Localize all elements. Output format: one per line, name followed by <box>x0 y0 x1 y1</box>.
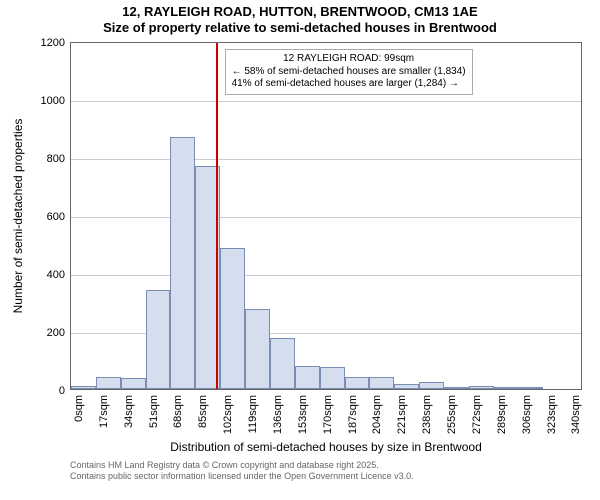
histogram-bar <box>96 377 121 389</box>
histogram-bar <box>295 366 320 389</box>
x-axis-label: Distribution of semi-detached houses by … <box>170 440 482 454</box>
y-tick-label: 400 <box>47 269 71 281</box>
x-tick-label: 170sqm <box>322 395 334 434</box>
attribution-text: Contains HM Land Registry data © Crown c… <box>70 460 414 483</box>
x-tick-label: 34sqm <box>123 395 135 428</box>
x-tick-label: 17sqm <box>98 395 110 428</box>
x-tick-label: 85sqm <box>197 395 209 428</box>
y-tick-label: 600 <box>47 211 71 223</box>
gridline-h <box>71 275 581 276</box>
y-tick-label: 1200 <box>41 37 71 49</box>
histogram-bar <box>494 387 519 389</box>
x-tick-label: 306sqm <box>521 395 533 434</box>
reference-line <box>216 43 218 389</box>
histogram-bar <box>220 248 245 389</box>
x-tick-label: 187sqm <box>347 395 359 434</box>
histogram-bar <box>71 386 96 389</box>
histogram-bar <box>444 387 469 389</box>
x-tick-label: 0sqm <box>73 395 85 422</box>
histogram-bar <box>146 290 171 389</box>
attribution-line-2: Contains public sector information licen… <box>70 471 414 481</box>
x-tick-label: 238sqm <box>421 395 433 434</box>
y-tick-label: 800 <box>47 153 71 165</box>
y-axis-label: Number of semi-detached properties <box>11 119 25 314</box>
annotation-box: 12 RAYLEIGH ROAD: 99sqm← 58% of semi-det… <box>225 49 473 95</box>
x-tick-label: 340sqm <box>570 395 582 434</box>
gridline-h <box>71 101 581 102</box>
histogram-bar <box>369 377 394 389</box>
histogram-bar <box>245 309 270 389</box>
x-tick-label: 221sqm <box>396 395 408 434</box>
x-tick-label: 102sqm <box>222 395 234 434</box>
gridline-h <box>71 217 581 218</box>
histogram-bar <box>320 367 345 389</box>
chart-container: { "title": { "line1": "12, RAYLEIGH ROAD… <box>0 0 600 500</box>
histogram-bar <box>121 378 146 389</box>
x-tick-label: 255sqm <box>446 395 458 434</box>
histogram-bar <box>270 338 295 389</box>
histogram-bar <box>519 387 544 389</box>
y-tick-label: 200 <box>47 327 71 339</box>
histogram-bar <box>345 377 370 389</box>
annotation-line-3: 41% of semi-detached houses are larger (… <box>232 78 466 91</box>
x-tick-label: 204sqm <box>371 395 383 434</box>
x-tick-label: 323sqm <box>546 395 558 434</box>
x-tick-label: 51sqm <box>148 395 160 428</box>
histogram-bar <box>419 382 444 389</box>
chart-title-2: Size of property relative to semi-detach… <box>0 20 600 36</box>
annotation-line-1: 12 RAYLEIGH ROAD: 99sqm <box>232 53 466 66</box>
x-tick-label: 68sqm <box>172 395 184 428</box>
attribution-line-1: Contains HM Land Registry data © Crown c… <box>70 460 379 470</box>
histogram-bar <box>469 386 494 389</box>
x-tick-label: 153sqm <box>297 395 309 434</box>
histogram-bar <box>394 384 419 389</box>
gridline-h <box>71 159 581 160</box>
x-tick-label: 272sqm <box>471 395 483 434</box>
x-tick-label: 136sqm <box>272 395 284 434</box>
annotation-line-2: ← 58% of semi-detached houses are smalle… <box>232 66 466 79</box>
y-tick-label: 1000 <box>41 95 71 107</box>
histogram-bar <box>170 137 195 389</box>
chart-title-1: 12, RAYLEIGH ROAD, HUTTON, BRENTWOOD, CM… <box>0 0 600 20</box>
x-tick-label: 119sqm <box>247 395 259 433</box>
plot-area: 0200400600800100012000sqm17sqm34sqm51sqm… <box>70 42 582 390</box>
y-tick-label: 0 <box>59 385 71 397</box>
x-tick-label: 289sqm <box>496 395 508 434</box>
